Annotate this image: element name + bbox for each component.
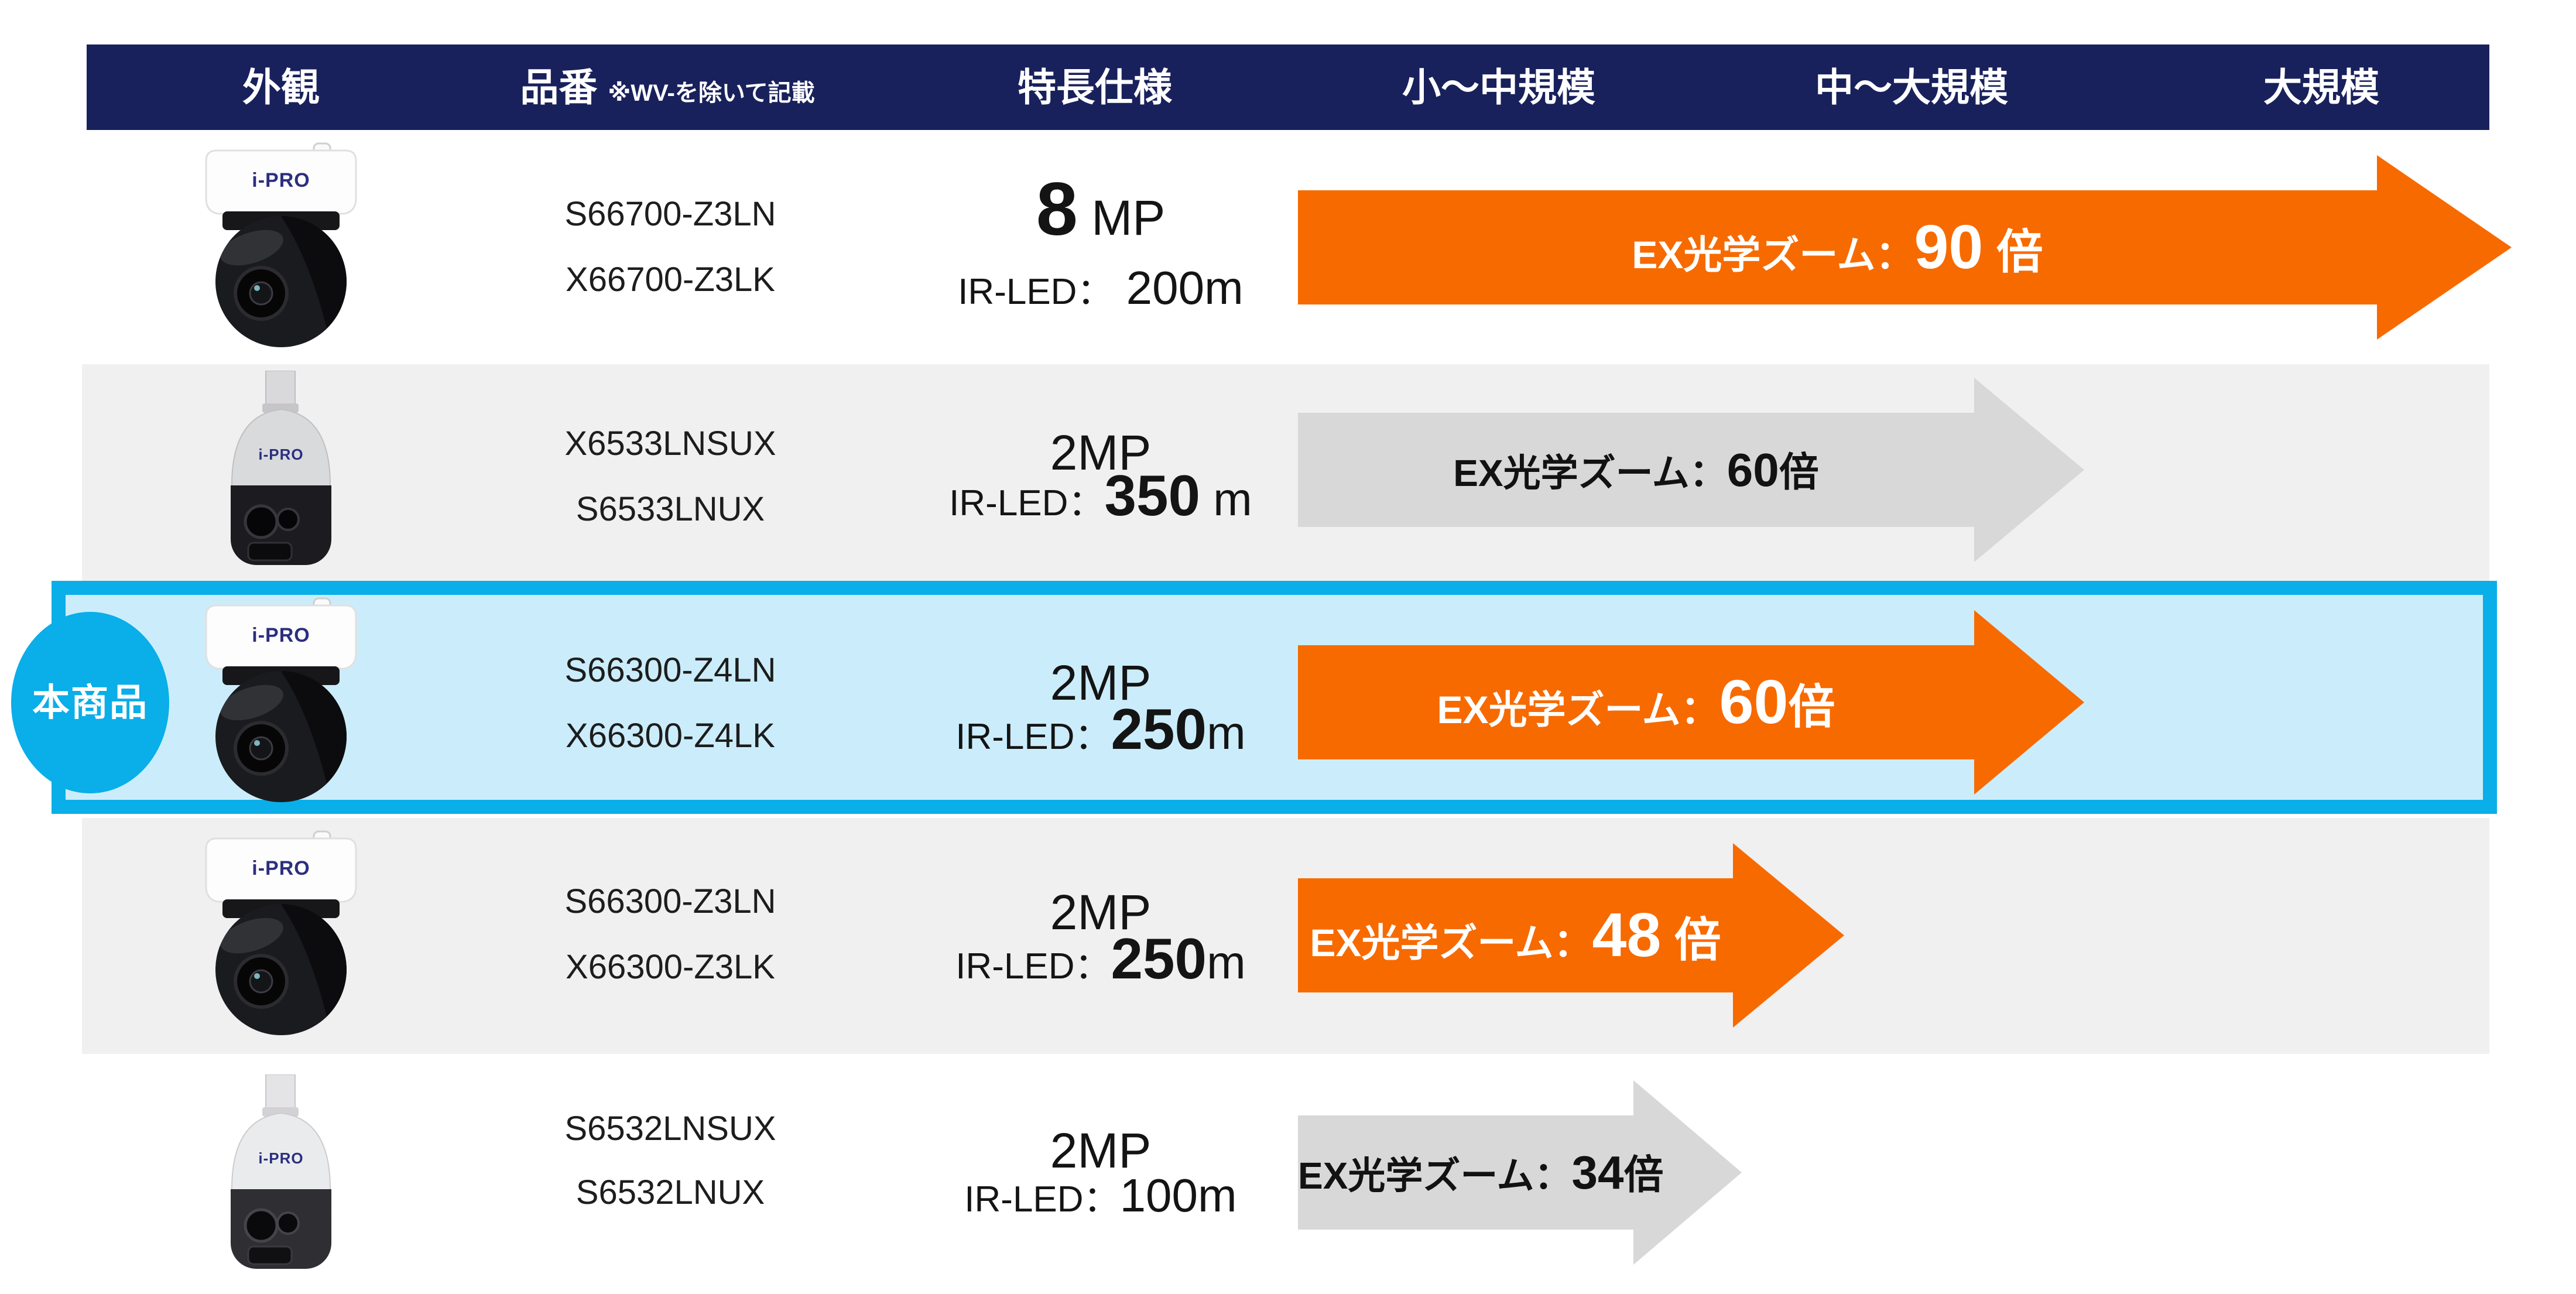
zoom-label-prefix: EX光学ズーム： bbox=[1632, 233, 1914, 276]
header-scale-small: 小〜中規模 bbox=[1402, 66, 1595, 109]
dome-camera-icon bbox=[205, 597, 357, 802]
zoom-arrow-label-row2: EX光学ズーム：60倍 bbox=[1298, 378, 1974, 562]
model-number: S6532LNSUX bbox=[564, 1110, 776, 1148]
spec-ir-label: IR-LED： bbox=[955, 946, 1111, 987]
zoom-label-suffix: 倍 bbox=[1788, 681, 1835, 733]
spec-mp-unit: MP bbox=[1077, 190, 1166, 245]
spec-ir: IR-LED：250m bbox=[837, 696, 1364, 762]
spec-ir-value: m bbox=[1207, 936, 1246, 988]
spec-ir-label: IR-LED： bbox=[964, 1179, 1120, 1220]
spec-mp-value: 8 bbox=[1036, 167, 1078, 251]
bullet-camera-icon bbox=[231, 1074, 331, 1269]
spec-ir: IR-LED：250m bbox=[837, 926, 1364, 992]
model-number: X66700-Z3LK bbox=[566, 261, 775, 299]
spec-ir: IR-LED：100m bbox=[837, 1159, 1364, 1225]
zoom-label-prefix: EX光学ズーム： bbox=[1453, 452, 1727, 494]
spec-ir-strong: 250 bbox=[1111, 697, 1207, 761]
brand-logo: i-PRO bbox=[252, 857, 310, 879]
zoom-arrow-label-row1: EX光学ズーム：90 倍 bbox=[1298, 155, 2377, 340]
spec-ir-label: IR-LED： bbox=[955, 717, 1111, 757]
zoom-label-value: 60 bbox=[1727, 444, 1779, 496]
bullet-camera-icon bbox=[231, 370, 331, 565]
model-number: S66300-Z3LN bbox=[564, 882, 776, 920]
brand-logo: i-PRO bbox=[252, 624, 310, 646]
camera-image-row2: i-PRO bbox=[211, 370, 351, 581]
brand-logo: i-PRO bbox=[258, 1149, 304, 1167]
zoom-label-prefix: EX光学ズーム： bbox=[1437, 688, 1719, 731]
dome-camera-icon bbox=[205, 142, 357, 347]
header-model: 品番 ※WV-を除いて記載 bbox=[520, 44, 814, 136]
spec-mp-unit: 2MP bbox=[1050, 1123, 1152, 1178]
model-number: X66300-Z4LK bbox=[566, 717, 775, 755]
header-appearance: 外観 bbox=[242, 66, 320, 109]
spec-ir-label: IR-LED： bbox=[949, 483, 1105, 523]
spec-ir: IR-LED：350 m bbox=[837, 463, 1364, 529]
header-scale-large: 大規模 bbox=[2263, 66, 2379, 109]
zoom-label-value: 90 bbox=[1914, 213, 1984, 282]
zoom-label-suffix: 倍 bbox=[1661, 914, 1721, 966]
spec-ir-value: m bbox=[1207, 707, 1246, 759]
spec-ir-strong: 250 bbox=[1111, 926, 1207, 991]
spec-mp-unit: 2MP bbox=[1050, 655, 1152, 710]
spec-resolution: 2MP bbox=[837, 861, 1364, 947]
spec-resolution: 8 MP bbox=[837, 166, 1364, 252]
zoom-label-value: 60 bbox=[1719, 667, 1789, 737]
spec-ir-value: 100m bbox=[1119, 1169, 1237, 1221]
spec-resolution: 2MP bbox=[837, 401, 1364, 487]
zoom-arrow-label-row4: EX光学ズーム：48 倍 bbox=[1298, 843, 1733, 1028]
zoom-label-prefix: EX光学ズーム： bbox=[1310, 921, 1592, 964]
header-model-note: ※WV-を除いて記載 bbox=[608, 80, 815, 106]
spec-mp-unit: 2MP bbox=[1050, 425, 1152, 480]
zoom-arrow-label-row5: EX光学ズーム：34倍 bbox=[1298, 1080, 1663, 1265]
spec-ir-value: m bbox=[1200, 473, 1252, 525]
model-number: S6533LNUX bbox=[576, 490, 765, 528]
camera-image-row3: i-PRO bbox=[193, 597, 369, 808]
this-product-badge: 本商品 bbox=[11, 612, 169, 793]
zoom-label-prefix: EX光学ズーム： bbox=[1298, 1155, 1572, 1197]
header-scale-medium: 中〜大規模 bbox=[1815, 66, 2008, 109]
zoom-label-value: 34 bbox=[1571, 1146, 1624, 1199]
zoom-label-suffix: 倍 bbox=[1623, 1153, 1664, 1197]
zoom-arrow-row2 bbox=[1298, 378, 2084, 562]
brand-logo: i-PRO bbox=[252, 169, 310, 191]
spec-ir-label: IR-LED： bbox=[958, 272, 1114, 312]
model-number: X66300-Z3LK bbox=[566, 948, 775, 986]
this-product-badge-label: 本商品 bbox=[32, 682, 148, 724]
spec-ir-value: 200m bbox=[1113, 262, 1244, 314]
header-spec: 特長仕様 bbox=[1018, 66, 1172, 109]
model-number: S6532LNUX bbox=[576, 1173, 765, 1211]
row-background-2 bbox=[82, 364, 2489, 582]
spec-ir: IR-LED： 200m bbox=[837, 251, 1364, 317]
zoom-arrow-row4 bbox=[1298, 843, 1844, 1028]
camera-image-row1: i-PRO bbox=[193, 142, 369, 353]
brand-logo: i-PRO bbox=[258, 446, 304, 463]
highlight-row-frame bbox=[52, 581, 2497, 814]
spec-mp-unit: 2MP bbox=[1050, 885, 1152, 940]
spec-resolution: 2MP bbox=[837, 631, 1364, 717]
row-background-4 bbox=[82, 818, 2489, 1054]
zoom-arrow-row1 bbox=[1298, 155, 2512, 340]
spec-resolution: 2MP bbox=[837, 1099, 1364, 1185]
zoom-label-value: 48 bbox=[1592, 901, 1662, 970]
model-number: X6533LNSUX bbox=[564, 425, 776, 463]
header-model-label: 品番 bbox=[520, 66, 598, 109]
zoom-arrow-row3 bbox=[1298, 610, 2084, 795]
zoom-label-suffix: 倍 bbox=[1983, 226, 2043, 278]
dome-camera-icon bbox=[205, 830, 357, 1035]
spec-ir-strong: 350 bbox=[1104, 463, 1200, 528]
table-header: 外観 品番 ※WV-を除いて記載 特長仕様 小〜中規模 中〜大規模 大規模 bbox=[87, 44, 2489, 130]
model-number: S66700-Z3LN bbox=[564, 195, 776, 233]
zoom-arrow-label-row3: EX光学ズーム：60倍 bbox=[1298, 610, 1974, 795]
zoom-label-suffix: 倍 bbox=[1779, 450, 1819, 495]
zoom-arrow-row5 bbox=[1298, 1080, 1742, 1265]
camera-image-row5: i-PRO bbox=[211, 1074, 351, 1285]
camera-image-row4: i-PRO bbox=[193, 830, 369, 1041]
model-number: S66300-Z4LN bbox=[564, 651, 776, 689]
